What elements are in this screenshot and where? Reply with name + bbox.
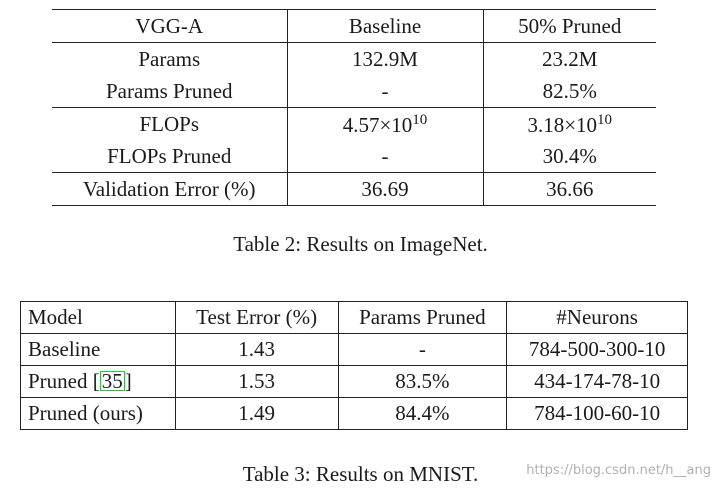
table-row: Params 132.9M 23.2M <box>52 42 656 75</box>
table-caption: Table 2: Results on ImageNet. <box>233 232 488 256</box>
column-header: VGG-A <box>52 9 288 43</box>
base-ten: 10 <box>576 112 598 137</box>
table-cell: 1.49 <box>174 397 339 430</box>
table-cell: 4.57×1010 <box>287 107 484 140</box>
exponent: 10 <box>412 111 428 128</box>
table-header-row: VGG-A Baseline 50% Pruned <box>52 9 656 43</box>
exponent: 10 <box>597 111 613 128</box>
times-symbol: × <box>379 112 392 137</box>
column-header: Model <box>20 301 176 334</box>
table-cell: 82.5% <box>483 75 656 108</box>
table-cell: 434-174-78-10 <box>506 365 688 398</box>
table-row: Validation Error (%) 36.69 36.66 <box>52 172 656 206</box>
table-cell: - <box>337 333 508 366</box>
row-label: Params Pruned <box>52 75 288 108</box>
table-cell: 36.69 <box>287 172 484 206</box>
mantissa: 3.18 <box>527 112 565 137</box>
table-cell: 784-500-300-10 <box>506 333 688 366</box>
column-header: Baseline <box>287 9 484 43</box>
table-cell: 83.5% <box>337 365 508 398</box>
model-name-suffix: ] <box>124 369 132 393</box>
imagenet-results-table: VGG-A Baseline 50% Pruned Params 132.9M … <box>52 9 656 206</box>
row-label: Validation Error (%) <box>52 172 288 206</box>
times-symbol: × <box>564 112 577 137</box>
column-header: #Neurons <box>506 301 688 334</box>
table-cell: 784-100-60-10 <box>506 397 688 430</box>
table-row: Baseline 1.43 - 784-500-300-10 <box>20 333 688 366</box>
table-cell: 23.2M <box>542 46 598 71</box>
table-cell: 132.9M <box>287 42 484 75</box>
model-name: Pruned (ours) <box>20 397 176 430</box>
table-cell: - <box>287 140 484 173</box>
base-ten: 10 <box>391 112 413 137</box>
table-row: Pruned [35] 1.53 83.5% 434-174-78-10 <box>20 365 688 398</box>
table-cell: 36.66 <box>546 176 594 201</box>
table-caption: Table 3: Results on MNIST. <box>242 462 479 486</box>
citation-link[interactable]: 35 <box>99 369 125 393</box>
table-cell: 3.18×1010 <box>483 108 656 141</box>
model-name: Baseline <box>20 333 176 366</box>
table-row: Params Pruned - 82.5% <box>52 75 656 108</box>
model-name-prefix: Pruned [ <box>28 369 100 393</box>
table-row: Pruned (ours) 1.49 84.4% 784-100-60-10 <box>20 397 688 430</box>
table-cell: 30.4% <box>542 143 597 168</box>
table-header-row: Model Test Error (%) Params Pruned #Neur… <box>20 301 688 334</box>
mnist-results-table: Model Test Error (%) Params Pruned #Neur… <box>20 301 688 430</box>
mantissa: 4.57 <box>342 112 380 137</box>
row-label: FLOPs Pruned <box>52 140 288 173</box>
column-header: Params Pruned <box>337 301 508 334</box>
column-header: Test Error (%) <box>174 301 339 334</box>
model-name: Pruned [35] <box>20 365 176 398</box>
column-header: 50% Pruned <box>483 9 656 43</box>
table-row: FLOPs 4.57×1010 3.18×1010 <box>52 107 656 141</box>
row-label: FLOPs <box>52 107 288 140</box>
row-label: Params <box>52 42 288 75</box>
watermark: https://blog.csdn.net/h__ang <box>526 463 711 478</box>
table-row: FLOPs Pruned - 30.4% <box>52 140 656 173</box>
table-cell: - <box>287 75 484 108</box>
table-cell: 1.43 <box>174 333 339 366</box>
table-cell: 84.4% <box>337 397 508 430</box>
table-cell: 1.53 <box>174 365 339 398</box>
